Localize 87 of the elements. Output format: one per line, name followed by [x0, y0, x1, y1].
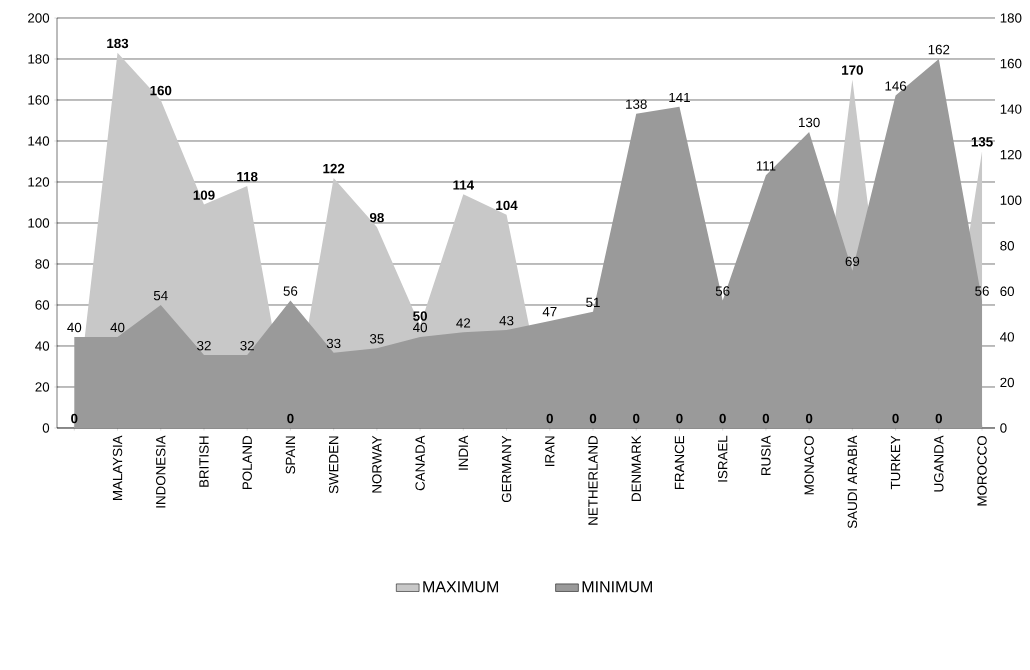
data-label: 50 — [413, 311, 427, 321]
data-label: 122 — [323, 163, 345, 174]
data-label: 0 — [287, 413, 294, 424]
y-tick-label: 40 — [35, 341, 50, 351]
y-tick-label: 60 — [35, 300, 50, 310]
data-label: 0 — [805, 413, 813, 424]
y-tick-label: 140 — [28, 136, 50, 146]
data-label: 33 — [326, 338, 341, 349]
data-label: 109 — [193, 190, 215, 200]
data-label: 111 — [756, 161, 776, 171]
data-label: 51 — [586, 297, 600, 308]
data-label: 183 — [107, 38, 129, 49]
y2-tick-label: 120 — [1000, 149, 1022, 160]
legend-label: MINIMUM — [582, 581, 652, 593]
y2-tick-label: 80 — [1000, 241, 1015, 251]
data-label: 118 — [237, 171, 258, 182]
data-label: 43 — [499, 315, 514, 326]
x-tick-label: FRANCE — [674, 435, 685, 490]
data-label: 146 — [885, 81, 907, 91]
data-label: 160 — [150, 85, 172, 96]
y-tick-label: 0 — [42, 423, 50, 433]
data-label: 47 — [542, 307, 557, 317]
data-label: 141 — [669, 92, 690, 103]
data-label: 0 — [589, 413, 597, 424]
x-tick-label: DENMARK — [631, 435, 641, 501]
data-label: 135 — [971, 137, 993, 147]
data-label: 138 — [626, 99, 647, 109]
x-tick-label: NORWAY — [372, 435, 382, 493]
data-label: 0 — [633, 413, 640, 424]
x-tick-label: MONACO — [804, 435, 814, 495]
data-label: 69 — [845, 256, 860, 267]
data-label: 40 — [67, 322, 82, 333]
data-label: 98 — [369, 212, 384, 223]
data-label: 35 — [369, 334, 384, 344]
data-label: 0 — [71, 413, 78, 424]
y-tick-label: 160 — [28, 95, 50, 105]
data-label: 130 — [799, 117, 820, 128]
x-tick-label: IRAN — [545, 436, 555, 466]
x-tick-label: SAUDI ARABIA — [847, 435, 858, 529]
x-tick-label: POLAND — [242, 436, 252, 490]
y2-tick-label: 40 — [1000, 332, 1015, 342]
y-tick-label: 80 — [35, 259, 50, 269]
x-tick-label: MALAYSIA — [112, 435, 123, 500]
x-tick-label: NETHERLAND — [588, 436, 598, 525]
x-tick-label: CANADA — [415, 435, 425, 491]
data-label: 170 — [842, 65, 863, 75]
data-label: 56 — [975, 286, 989, 296]
x-tick-label: GERMANY — [501, 435, 512, 503]
y-tick-label: 120 — [28, 177, 50, 187]
data-label: 0 — [546, 413, 553, 424]
y2-tick-label: 140 — [1000, 104, 1022, 114]
x-tick-label: RUSIA — [761, 435, 771, 476]
y-tick-label: 180 — [28, 54, 50, 64]
x-tick-label: SWEDEN — [328, 436, 339, 494]
y2-tick-label: 60 — [1000, 286, 1015, 297]
data-label: 0 — [935, 413, 942, 424]
y-tick-label: 200 — [28, 13, 50, 23]
data-label: 114 — [453, 180, 475, 190]
y-tick-label: 100 — [28, 218, 50, 228]
x-tick-label: INDIA — [458, 435, 468, 470]
x-tick-label: UGANDA — [934, 435, 944, 492]
data-label: 104 — [496, 200, 518, 211]
x-tick-label: ISRAEL — [717, 435, 728, 482]
y2-tick-label: 100 — [1000, 195, 1022, 205]
data-label: 0 — [676, 413, 683, 424]
data-label: 0 — [762, 413, 770, 424]
legend-label: MAXIMUM — [423, 581, 499, 593]
x-tick-label: SPAIN — [285, 436, 296, 474]
data-label: 0 — [892, 413, 899, 424]
data-label: 32 — [197, 340, 211, 351]
x-tick-label: BRITISH — [199, 436, 209, 487]
data-label: 162 — [928, 44, 950, 55]
y-tick-label: 20 — [35, 382, 50, 392]
data-label: 0 — [719, 413, 726, 424]
data-label: 40 — [110, 322, 125, 333]
data-label: 40 — [413, 322, 427, 333]
y2-tick-label: 160 — [1000, 58, 1022, 69]
data-label: 42 — [456, 318, 471, 328]
data-label: 56 — [283, 286, 298, 296]
x-tick-label: INDONESIA — [156, 435, 166, 508]
x-tick-label: TURKEY — [890, 435, 901, 490]
data-label: 54 — [153, 290, 168, 301]
y2-tick-label: 180 — [1000, 13, 1022, 23]
y2-tick-label: 20 — [1000, 377, 1015, 388]
data-label: 32 — [240, 340, 254, 351]
y2-tick-label: 0 — [1000, 423, 1007, 433]
x-tick-label: MOROCCO — [977, 435, 987, 506]
